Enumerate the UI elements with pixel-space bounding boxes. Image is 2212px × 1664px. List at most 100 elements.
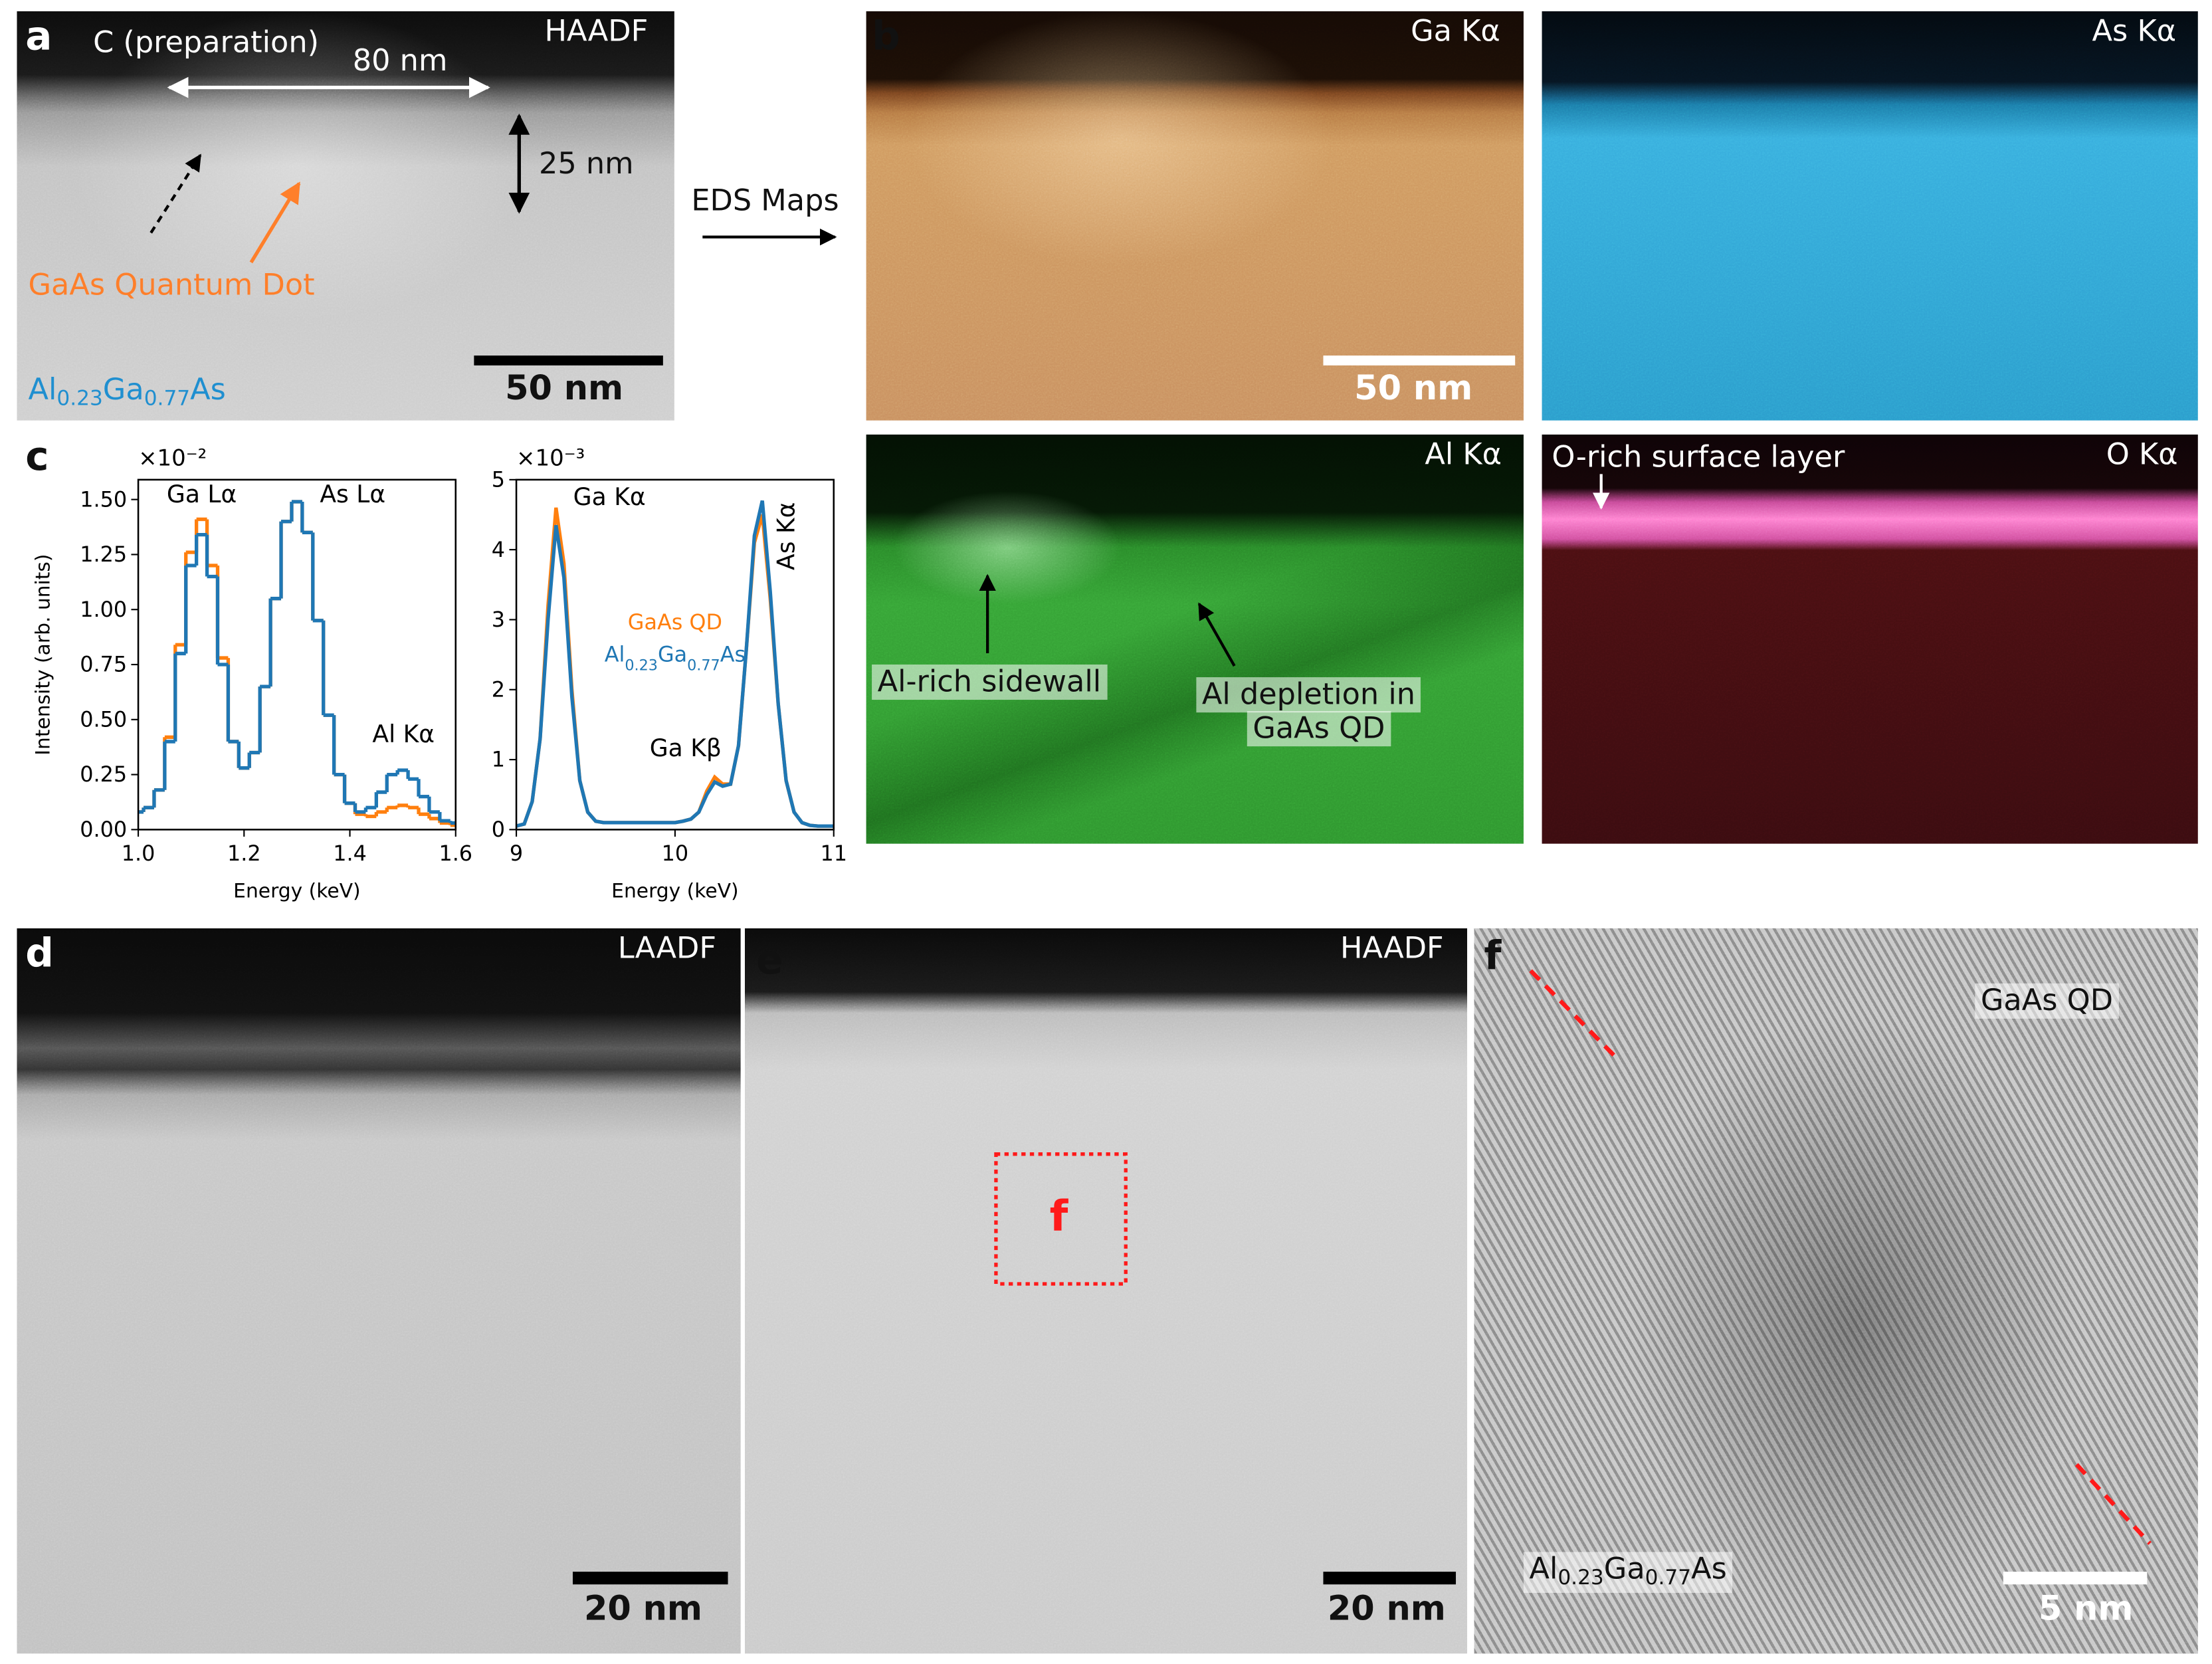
text-part: GaAs QD [628, 609, 722, 635]
mode-label: LAADF [617, 931, 717, 966]
x-tick-label: 1.0 [122, 841, 155, 866]
map-label: Ga Kα [1411, 14, 1500, 49]
boundary-line [1529, 969, 1621, 1063]
offset-text: ×10⁻² [138, 445, 207, 472]
panel-label: c [25, 433, 49, 480]
peak-label: As Lα [320, 480, 385, 508]
y-tick-label: 0.25 [80, 762, 127, 787]
sidewall-label: Al-rich sidewall [872, 664, 1107, 700]
dot-label: GaAs Quantum Dot [28, 268, 315, 302]
noise [1474, 928, 2198, 1654]
region-label: f [1049, 1192, 1068, 1242]
y-tick-label: 0 [492, 817, 505, 842]
peak-label: Al Kα [372, 720, 435, 748]
peak-label: Ga Kα [573, 483, 646, 511]
eds-o-map [1542, 434, 2198, 844]
x-tick-label: 1.4 [333, 841, 367, 866]
y-tick-label: 4 [492, 537, 505, 562]
region-label: GaAs QD [1975, 983, 2119, 1019]
noise [744, 928, 1468, 1654]
mode-label: HAADF [1340, 931, 1444, 966]
x-tick-label: 1.6 [439, 841, 472, 866]
subscript: 0.23 [1558, 1566, 1604, 1590]
scale-bar [1323, 1572, 1457, 1585]
legend-entry: GaAs QD [628, 609, 722, 635]
y-tick-label: 1 [492, 747, 505, 772]
subscript: 0.77 [687, 657, 720, 675]
panel-label: d [25, 930, 54, 977]
text-part: As [190, 372, 226, 407]
x-tick-label: 10 [662, 841, 689, 866]
text-part: As [1691, 1552, 1727, 1586]
boundary-line [2074, 1463, 2152, 1545]
coating-label: C (preparation) [93, 25, 319, 60]
x-tick-label: 11 [820, 841, 847, 866]
surface-label: O-rich surface layer [1552, 440, 1845, 474]
y-tick-label: 0.50 [80, 706, 127, 732]
legend-entry: Al0.23Ga0.77As [605, 642, 746, 675]
mode-label: HAADF [544, 14, 649, 49]
height-label: 25 nm [539, 146, 634, 181]
panel-label: e [755, 936, 783, 984]
noise [1542, 434, 2198, 844]
map-label: O Kα [2106, 437, 2178, 472]
scale-label: 50 nm [1354, 368, 1473, 408]
y-tick-label: 1.50 [80, 486, 127, 512]
eds-label: EDS Maps [691, 183, 839, 217]
y-tick-label: 1.25 [80, 542, 127, 567]
text-part: Al [1529, 1552, 1558, 1586]
subscript: 0.77 [1645, 1566, 1692, 1590]
panel-label: a [25, 13, 52, 60]
eds-al-map [866, 434, 1524, 844]
noise [866, 11, 1524, 421]
depletion-label: Al depletion in [1196, 677, 1421, 713]
x-tick-label: 9 [510, 841, 523, 866]
y-tick-label: 2 [492, 676, 505, 702]
y-tick-label: 0.00 [80, 817, 127, 842]
depletion-arrow [1197, 602, 1236, 667]
scale-bar [474, 356, 663, 365]
laadf-image-d [17, 928, 741, 1654]
text-part: Ga [658, 642, 687, 667]
x-axis-label: Energy (keV) [233, 879, 360, 902]
offset-text: ×10⁻³ [516, 445, 585, 472]
peak-label: As Kα [772, 502, 800, 570]
panel-label: b [872, 13, 900, 60]
matrix-label: Al0.23Ga0.77As [28, 375, 225, 410]
text-part: As [720, 642, 746, 667]
text-part: Ga [102, 372, 144, 407]
y-tick-label: 3 [492, 607, 505, 632]
y-axis-label: Intensity (arb. units) [31, 554, 54, 755]
subscript: 0.23 [56, 386, 103, 411]
x-axis-label: Energy (keV) [611, 879, 738, 902]
scale-bar [572, 1572, 728, 1585]
subscript: 0.77 [144, 386, 191, 411]
panel-label: f [1484, 932, 1502, 980]
text-part: Al [28, 372, 57, 407]
axes-frame [137, 478, 457, 831]
noise [17, 928, 741, 1654]
haadf-image-e [744, 928, 1468, 1654]
width-label: 80 nm [352, 43, 448, 78]
scale-label: 5 nm [2038, 1588, 2134, 1629]
noise [1542, 11, 2198, 421]
text-part: Al [605, 642, 625, 667]
x-tick-label: 1.2 [227, 841, 261, 866]
scale-bar [2003, 1572, 2148, 1585]
spectrum-line [516, 500, 834, 828]
eds-as-map [1542, 11, 2198, 421]
scale-label: 20 nm [583, 1588, 703, 1629]
peak-label: Ga Kβ [650, 734, 722, 762]
region-label: Al0.23Ga0.77As [1523, 1552, 1733, 1593]
eds-ga-map [866, 11, 1524, 421]
text-part: Ga [1603, 1552, 1645, 1586]
map-label: Al Kα [1425, 437, 1502, 472]
depletion-label: GaAs QD [1247, 711, 1391, 747]
scale-label: 20 nm [1327, 1588, 1446, 1629]
scale-bar [1323, 356, 1516, 365]
dot-arrow [249, 181, 301, 264]
